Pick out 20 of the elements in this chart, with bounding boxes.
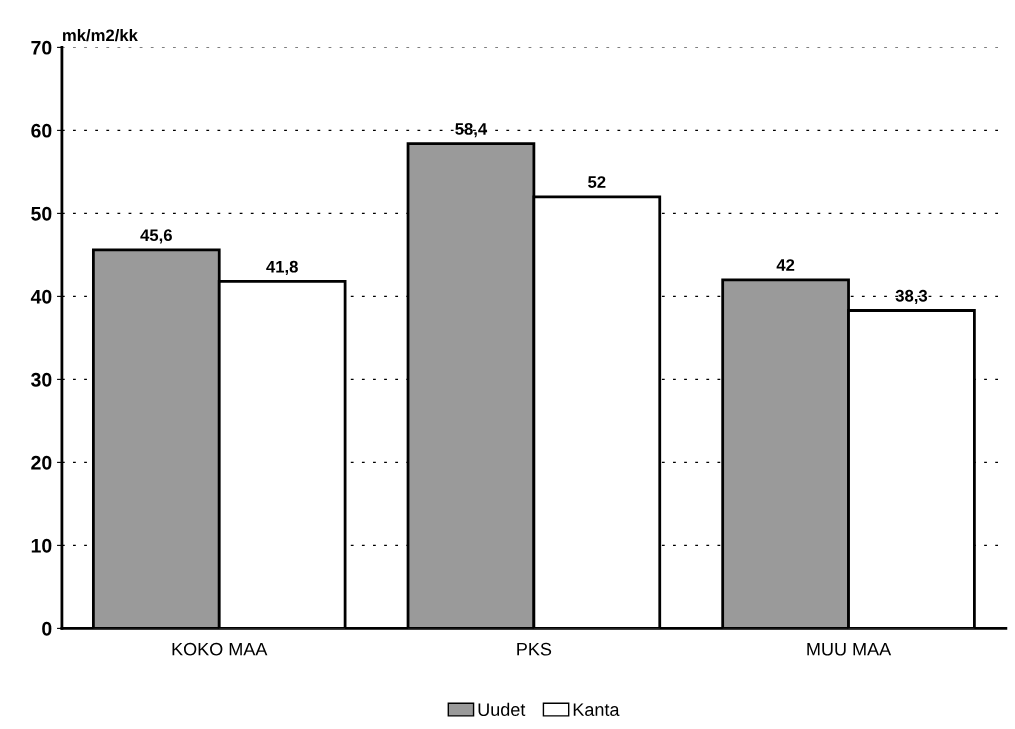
y-tick-label: 60	[31, 123, 52, 138]
x-tick-label: KOKO MAA	[172, 642, 268, 656]
y-axis-title: mk/m2/kk	[63, 28, 138, 42]
y-tick-label: 10	[31, 538, 52, 553]
data-label: 52	[588, 176, 606, 188]
legend-label: Kanta	[573, 703, 620, 717]
data-label: 45,6	[140, 229, 172, 244]
y-tick-label: 70	[31, 40, 52, 55]
y-tick-label: 30	[31, 372, 52, 387]
y-tick-label: 0	[42, 621, 52, 636]
y-tick-label: 50	[31, 206, 52, 221]
data-label: 41,8	[266, 260, 298, 276]
y-tick-label: 40	[30, 289, 52, 304]
x-tick-label: PKS	[517, 642, 552, 656]
data-label: 58,4	[455, 123, 488, 138]
data-label: 38,3	[895, 289, 928, 305]
y-tick-label: 20	[31, 455, 52, 470]
data-label: 42	[776, 259, 795, 271]
legend-label: Uudet	[478, 702, 526, 717]
x-tick-label: MUU MAA	[807, 642, 892, 656]
